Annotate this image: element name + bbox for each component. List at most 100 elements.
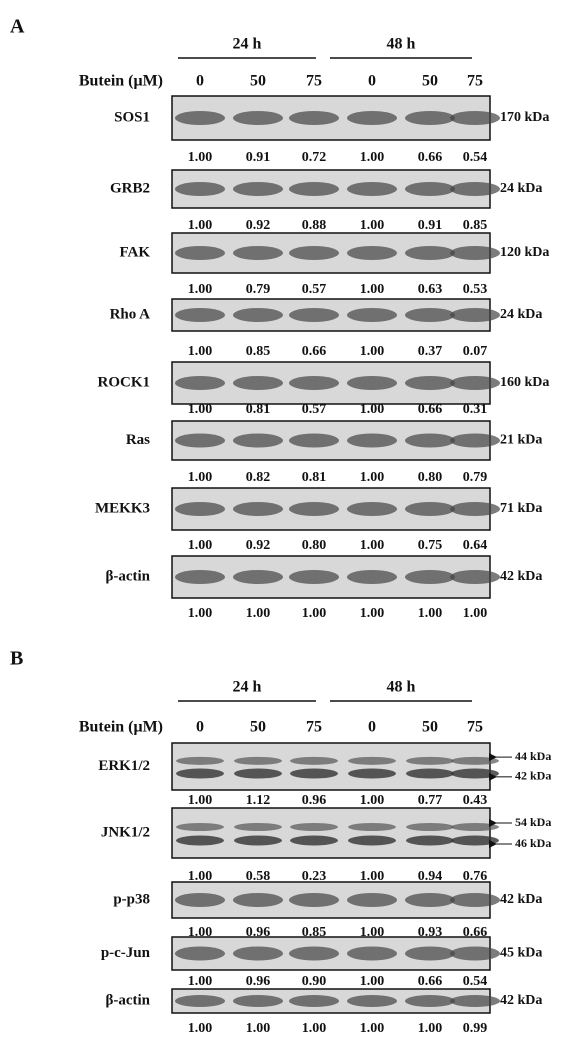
band-ratio: 0.66 xyxy=(418,974,443,989)
band xyxy=(233,947,283,961)
band-ratio: 1.00 xyxy=(246,1021,271,1036)
band xyxy=(175,947,225,961)
condition-label: Butein (μM) xyxy=(79,73,163,90)
band xyxy=(175,570,225,584)
band-ratio: 0.88 xyxy=(302,218,327,233)
band-ratio: 0.82 xyxy=(246,470,271,485)
band xyxy=(405,111,455,125)
band xyxy=(176,757,224,765)
time-header: 24 h xyxy=(233,36,262,53)
band-ratio: 1.00 xyxy=(463,606,488,621)
band-ratio: 1.00 xyxy=(360,402,385,417)
protein-name: Rho A xyxy=(110,306,151,322)
band xyxy=(289,308,339,322)
band-ratio: 0.57 xyxy=(302,282,327,297)
time-header: 24 h xyxy=(233,679,262,696)
band-ratio: 0.72 xyxy=(302,150,327,165)
band xyxy=(405,182,455,196)
band-ratio: 1.00 xyxy=(360,974,385,989)
condition-label: Butein (μM) xyxy=(79,719,163,736)
band xyxy=(405,995,455,1007)
band xyxy=(347,893,397,907)
molecular-weight: 45 kDa xyxy=(500,946,542,961)
band-ratio: 0.85 xyxy=(463,218,488,233)
band-ratio: 0.54 xyxy=(463,974,488,989)
figure: A24 h48 hButein (μM)0507505075SOS1170 kD… xyxy=(0,0,567,1041)
band-ratio: 1.00 xyxy=(188,402,213,417)
protein-name: β-actin xyxy=(105,568,150,584)
band xyxy=(405,502,455,516)
protein-name: ROCK1 xyxy=(98,374,151,390)
molecular-weight: 44 kDa xyxy=(515,749,551,763)
band xyxy=(347,376,397,390)
band xyxy=(175,246,225,260)
band xyxy=(175,502,225,516)
band xyxy=(348,823,396,831)
protein-name: JNK1/2 xyxy=(101,824,150,840)
molecular-weight: 42 kDa xyxy=(500,569,542,584)
molecular-weight: 54 kDa xyxy=(515,815,551,829)
band-ratio: 0.81 xyxy=(302,470,327,485)
band-ratio: 0.81 xyxy=(246,402,271,417)
band xyxy=(290,836,338,846)
protein-name: ERK1/2 xyxy=(98,758,150,774)
dose: 0 xyxy=(368,73,376,90)
band xyxy=(233,995,283,1007)
band xyxy=(406,769,454,779)
band xyxy=(290,823,338,831)
molecular-weight: 24 kDa xyxy=(500,181,542,196)
band-ratio: 1.00 xyxy=(360,538,385,553)
protein-name: GRB2 xyxy=(110,180,150,196)
band xyxy=(289,995,339,1007)
band-ratio: 1.00 xyxy=(188,218,213,233)
band-ratio: 1.00 xyxy=(360,1021,385,1036)
band xyxy=(347,111,397,125)
band xyxy=(450,947,500,961)
dose: 0 xyxy=(368,719,376,736)
band xyxy=(347,947,397,961)
time-header: 48 h xyxy=(387,36,416,53)
band-ratio: 0.53 xyxy=(463,282,488,297)
band-ratio: 0.07 xyxy=(463,344,488,359)
band xyxy=(451,757,499,765)
dose: 50 xyxy=(250,73,266,90)
band-ratio: 0.92 xyxy=(246,538,271,553)
protein-name: SOS1 xyxy=(114,109,150,125)
molecular-weight: 42 kDa xyxy=(500,892,542,907)
band-ratio: 1.00 xyxy=(360,150,385,165)
band xyxy=(450,995,500,1007)
band xyxy=(405,434,455,448)
band xyxy=(289,111,339,125)
band xyxy=(348,757,396,765)
band xyxy=(405,246,455,260)
band xyxy=(289,502,339,516)
molecular-weight: 42 kDa xyxy=(500,993,542,1008)
band xyxy=(289,246,339,260)
band-ratio: 1.00 xyxy=(188,974,213,989)
band xyxy=(175,893,225,907)
molecular-weight: 21 kDa xyxy=(500,433,542,448)
band xyxy=(405,893,455,907)
band xyxy=(450,246,500,260)
dose: 75 xyxy=(306,719,322,736)
band-ratio: 1.00 xyxy=(360,470,385,485)
band xyxy=(347,308,397,322)
band-ratio: 1.00 xyxy=(188,470,213,485)
band-ratio: 0.64 xyxy=(463,538,488,553)
protein-name: β-actin xyxy=(105,992,150,1008)
band xyxy=(450,182,500,196)
band xyxy=(233,182,283,196)
band xyxy=(405,376,455,390)
band xyxy=(175,995,225,1007)
band xyxy=(289,376,339,390)
panel-label: B xyxy=(10,648,23,670)
molecular-weight: 42 kDa xyxy=(515,769,551,783)
band-ratio: 1.12 xyxy=(246,793,271,808)
band-ratio: 1.00 xyxy=(188,1021,213,1036)
band xyxy=(347,246,397,260)
band xyxy=(289,893,339,907)
band-ratio: 1.00 xyxy=(360,282,385,297)
molecular-weight: 120 kDa xyxy=(500,245,549,260)
band-ratio: 0.63 xyxy=(418,282,443,297)
molecular-weight: 160 kDa xyxy=(500,375,549,390)
